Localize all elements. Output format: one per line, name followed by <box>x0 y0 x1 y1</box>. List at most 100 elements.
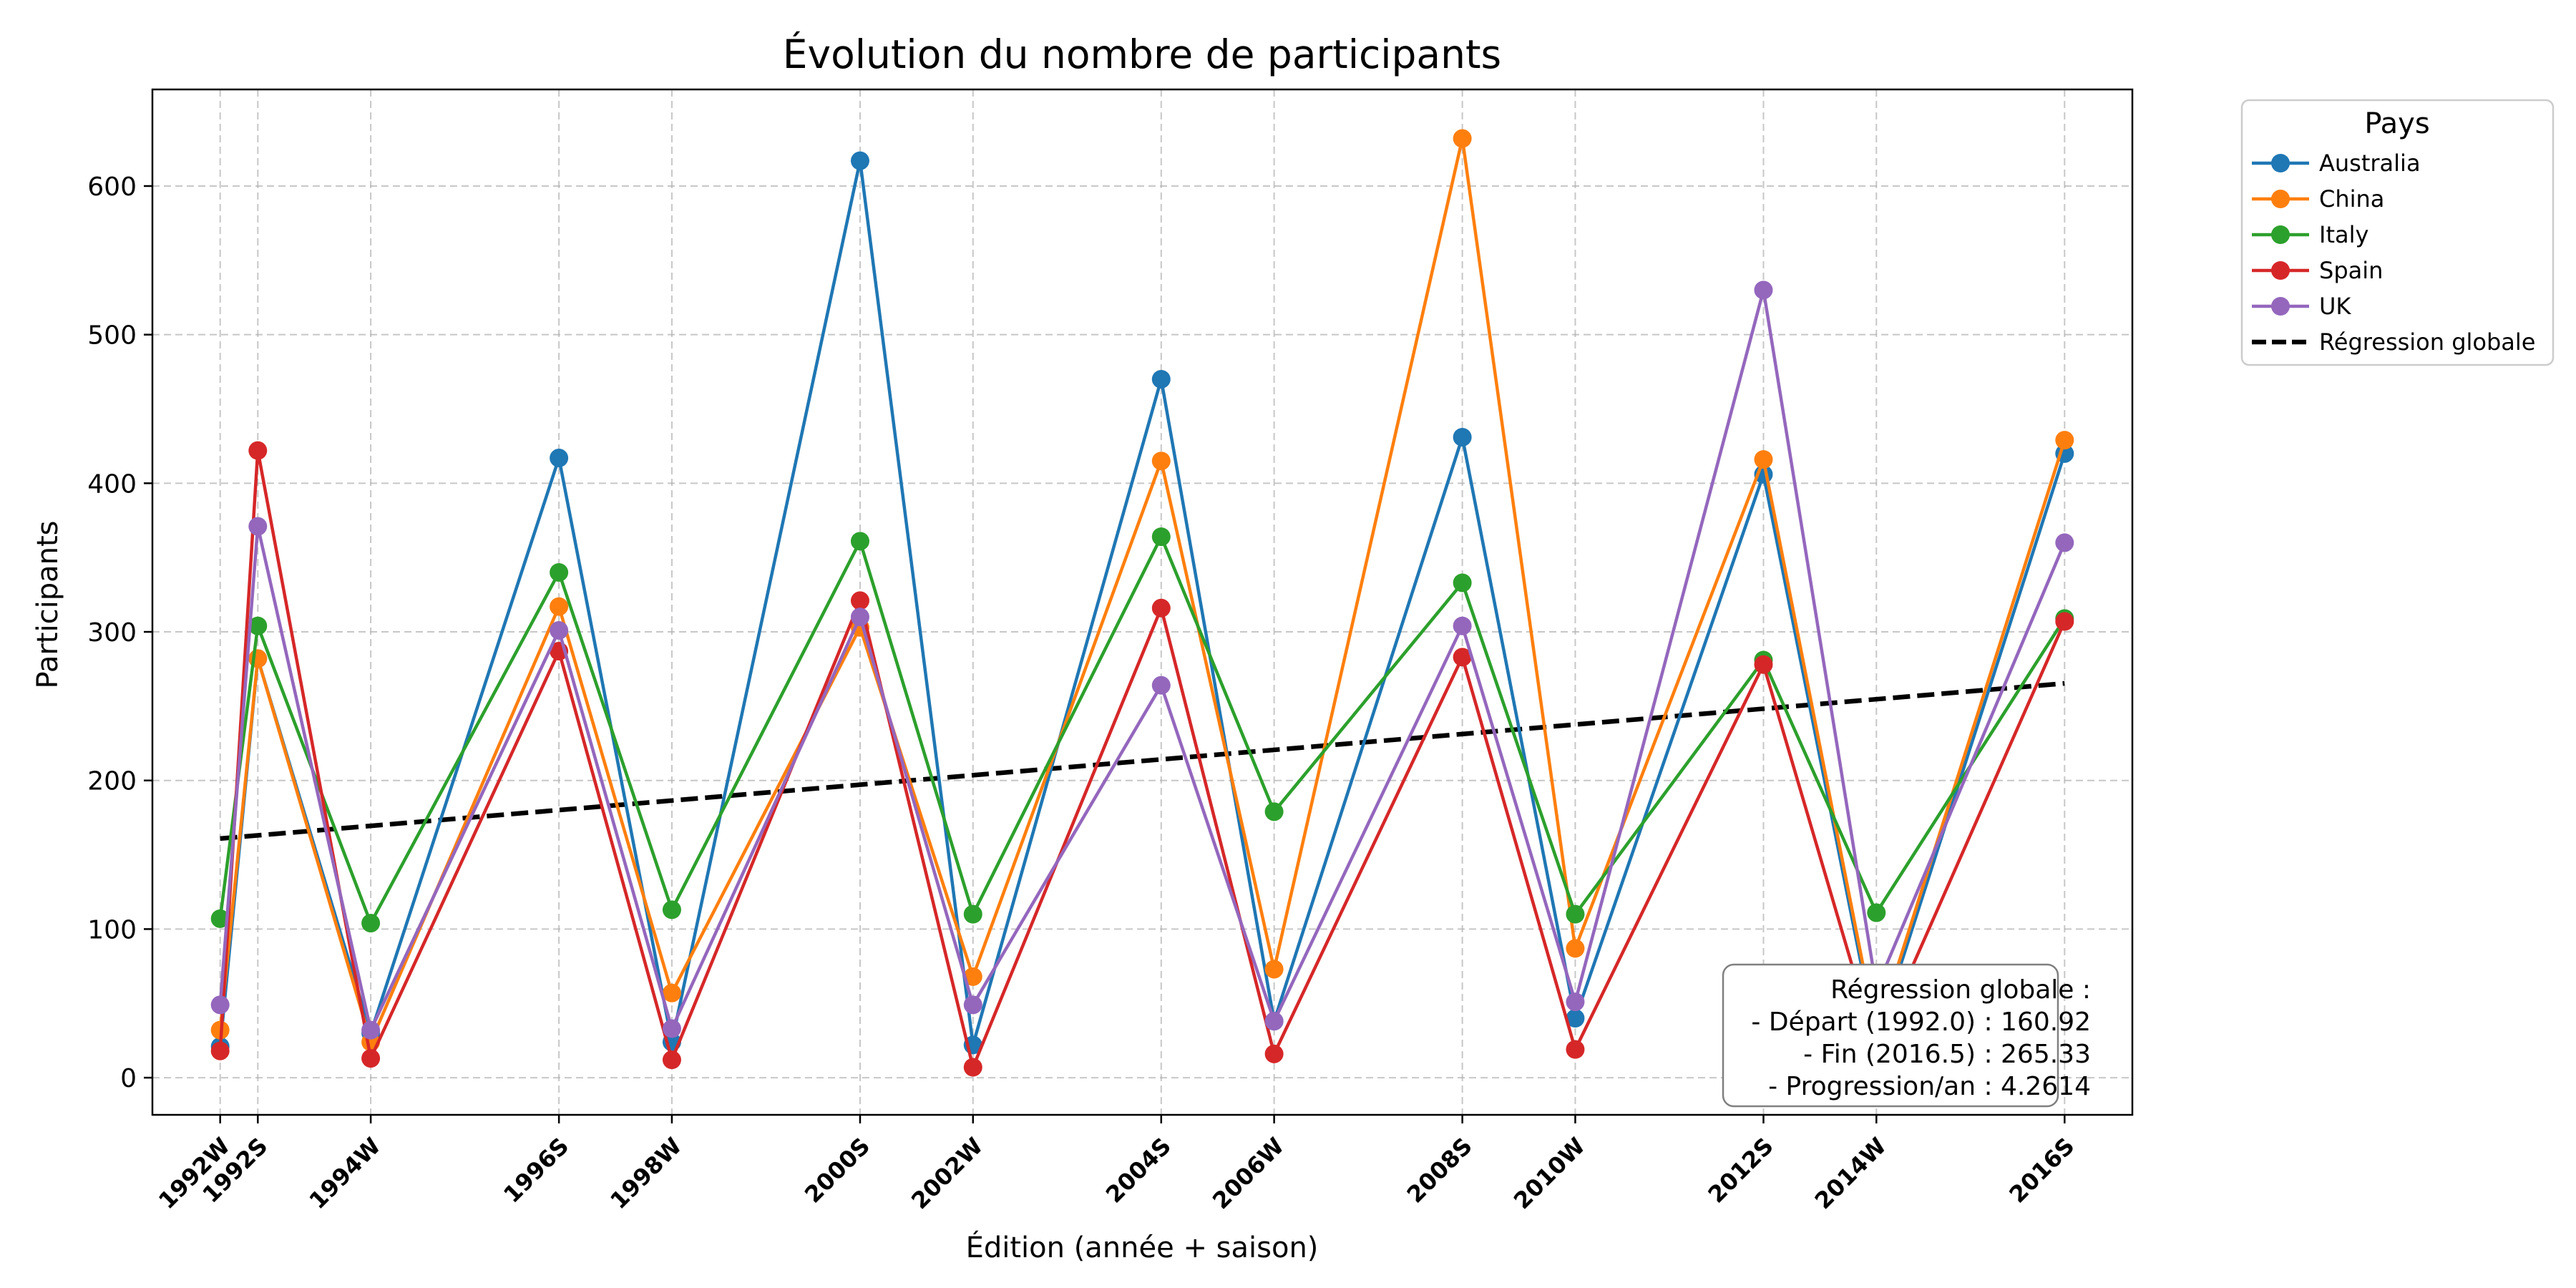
data-point <box>1754 280 1773 300</box>
data-point <box>1566 1040 1585 1059</box>
annotation-line-4: - Progression/an : 4.2614 <box>1768 1072 2091 1101</box>
legend-entry: Régression globale <box>2252 328 2535 356</box>
legend: Pays Australia China Italy Spain UK Régressio… <box>2240 99 2555 366</box>
legend-marker <box>2271 154 2290 172</box>
data-point <box>1151 598 1171 618</box>
legend-label: UK <box>2319 293 2351 320</box>
data-point <box>1453 427 1472 447</box>
data-point <box>850 151 869 170</box>
data-point <box>361 1020 381 1040</box>
series-uk <box>210 280 2074 1040</box>
series-line <box>218 449 2067 1069</box>
data-point <box>850 608 869 627</box>
annotation-line-1: Régression globale : <box>1830 975 2091 1005</box>
legend-label: Régression globale <box>2319 328 2535 356</box>
legend-entry: Italy <box>2252 221 2368 248</box>
series-layer <box>210 129 2074 1077</box>
data-point <box>662 983 681 1002</box>
regression-annotation: Régression globale : - Départ (1992.0) :… <box>1722 963 2091 1108</box>
data-point <box>1151 675 1171 695</box>
x-tick-label: 2010W <box>1508 1132 1591 1214</box>
annotation-line-2: - Départ (1992.0) : 160.92 <box>1751 1008 2091 1037</box>
data-point <box>963 904 982 924</box>
data-point <box>210 995 230 1015</box>
x-tick-label: 2004S <box>1101 1132 1176 1208</box>
legend-marker <box>2271 297 2290 316</box>
data-point <box>1754 450 1773 469</box>
data-point <box>361 914 381 933</box>
data-point <box>248 517 268 536</box>
data-point <box>1566 939 1585 958</box>
data-point <box>662 1050 681 1070</box>
grid-layer <box>152 89 2132 1115</box>
y-axis-label: Participants <box>31 521 64 689</box>
legend-marker <box>2271 225 2290 244</box>
y-tick-label: 300 <box>87 618 137 648</box>
data-point <box>1151 369 1171 389</box>
legend-title: Pays <box>2364 107 2429 140</box>
data-point <box>2055 431 2074 450</box>
legend-entry: China <box>2252 185 2384 213</box>
data-point <box>1566 1009 1585 1028</box>
data-point <box>963 967 982 986</box>
data-point <box>550 449 569 468</box>
legend-label: China <box>2319 185 2384 213</box>
data-point <box>1453 573 1472 592</box>
annotation-box <box>1722 963 2059 1108</box>
data-point <box>850 532 869 551</box>
data-point <box>1453 129 1472 148</box>
data-point <box>1264 1012 1284 1031</box>
series-italy <box>210 527 2074 933</box>
legend-marker <box>2271 261 2290 280</box>
series-china <box>210 129 2074 1052</box>
legend-entry: UK <box>2252 293 2351 320</box>
data-point <box>1264 802 1284 821</box>
x-tick-label: 1998W <box>605 1132 687 1214</box>
data-point <box>1453 648 1472 667</box>
legend-label: Spain <box>2319 257 2383 284</box>
y-tick-label: 600 <box>87 172 137 202</box>
x-axis-label: Édition (année + saison) <box>966 1230 1319 1264</box>
series-line <box>218 159 2067 1047</box>
chart-title: Évolution du nombre de participants <box>783 31 1501 77</box>
legend-label: Australia <box>2319 150 2421 177</box>
series-line <box>218 288 2067 1032</box>
data-point <box>1867 903 1886 922</box>
regression-layer <box>220 680 2065 841</box>
data-point <box>662 1019 681 1038</box>
series-australia <box>210 151 2074 1056</box>
data-point <box>550 562 569 582</box>
annotation-line-3: - Fin (2016.5) : 265.33 <box>1803 1040 2091 1069</box>
data-point <box>550 620 569 640</box>
x-tick-label: 1996S <box>498 1132 574 1208</box>
data-point <box>850 591 869 610</box>
data-point <box>248 441 268 460</box>
x-tick-label: 2002W <box>906 1132 988 1214</box>
x-tick-label: 2016S <box>2004 1132 2079 1208</box>
x-tick-label: 2006W <box>1207 1132 1289 1214</box>
data-point <box>662 900 681 919</box>
data-point <box>1566 992 1585 1012</box>
data-point <box>248 616 268 635</box>
legend-label: Italy <box>2319 221 2368 248</box>
data-point <box>963 995 982 1015</box>
data-point <box>361 1049 381 1068</box>
data-point <box>550 597 569 616</box>
series-line <box>218 137 2067 1044</box>
data-point <box>210 1041 230 1060</box>
x-tick-label: 2008S <box>1402 1132 1478 1208</box>
data-point <box>210 909 230 928</box>
y-tick-label: 200 <box>87 767 137 796</box>
x-tick-label: 2014W <box>1810 1132 1892 1214</box>
data-point <box>1264 1044 1284 1063</box>
data-point <box>1264 960 1284 979</box>
plot-frame <box>151 88 2134 1116</box>
x-tick-label: 2012S <box>1703 1132 1779 1208</box>
data-point <box>1151 452 1171 471</box>
legend-entry: Spain <box>2252 257 2383 284</box>
legend-box <box>2240 99 2555 366</box>
y-tick-label: 0 <box>120 1064 137 1093</box>
y-tick-label: 100 <box>87 915 137 945</box>
